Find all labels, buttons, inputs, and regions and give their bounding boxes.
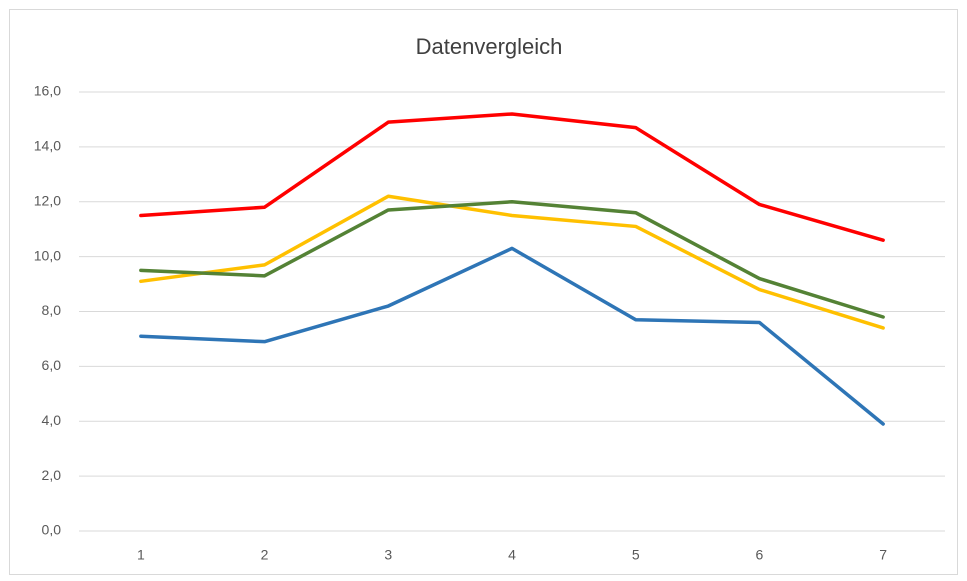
x-tick-label: 2 <box>261 547 269 563</box>
y-tick-label: 12,0 <box>34 192 61 208</box>
y-tick-label: 14,0 <box>34 138 61 154</box>
x-tick-label: 1 <box>137 547 145 563</box>
y-tick-label: 2,0 <box>42 467 62 483</box>
x-tick-label: 4 <box>508 547 516 563</box>
x-tick-label: 7 <box>879 547 887 563</box>
y-tick-label: 0,0 <box>42 522 62 538</box>
y-tick-label: 10,0 <box>34 247 61 263</box>
chart-title: Datenvergleich <box>416 34 563 59</box>
series-line <box>139 194 885 330</box>
x-tick-label: 3 <box>384 547 392 563</box>
series-line <box>139 246 885 426</box>
series-line <box>139 200 885 319</box>
series-line <box>139 112 885 242</box>
chart-frame <box>9 9 958 575</box>
x-tick-label: 5 <box>632 547 640 563</box>
y-tick-label: 6,0 <box>42 357 62 373</box>
y-tick-label: 16,0 <box>34 83 61 99</box>
y-tick-label: 4,0 <box>42 412 62 428</box>
x-tick-label: 6 <box>756 547 764 563</box>
y-tick-label: 8,0 <box>42 302 62 318</box>
